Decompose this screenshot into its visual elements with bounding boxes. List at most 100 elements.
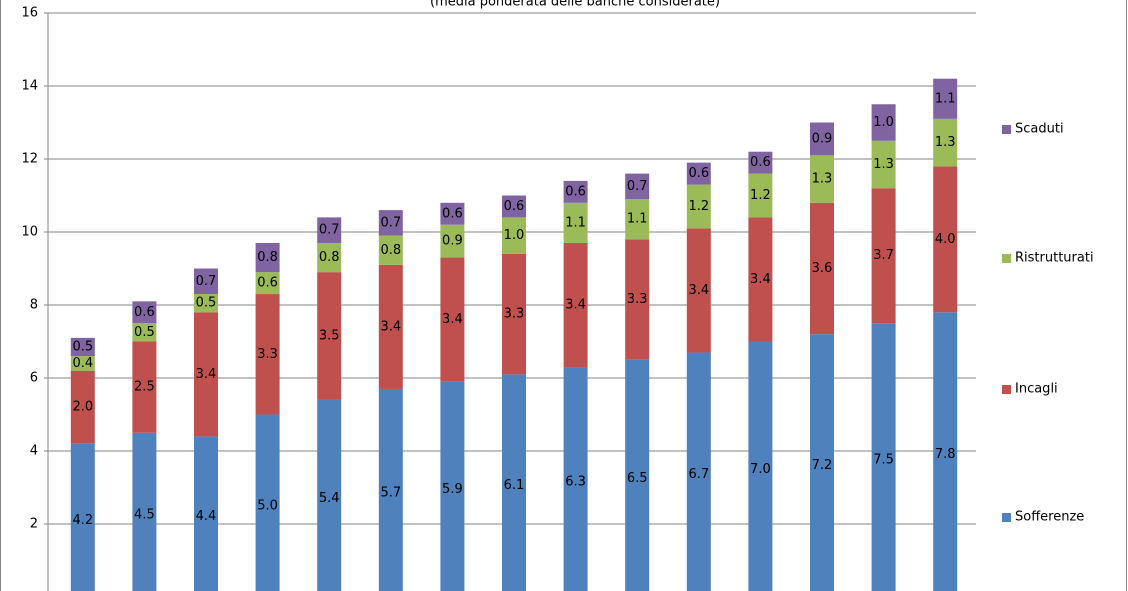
bar-segment	[871, 188, 896, 324]
value-label: 1.0	[873, 115, 894, 130]
value-label: 7.0	[750, 462, 771, 477]
bar-segment	[625, 173, 650, 200]
legend-label: Scaduti	[1015, 122, 1064, 137]
value-label: 0.6	[750, 155, 771, 170]
bar-segment	[933, 78, 958, 119]
value-label: 1.3	[812, 172, 833, 187]
y-tick-label: 10	[21, 225, 38, 240]
value-label: 1.3	[935, 135, 956, 150]
value-label: 7.8	[935, 447, 956, 462]
bar-segment	[686, 162, 711, 185]
value-label: 0.8	[257, 250, 278, 265]
bar-segment	[378, 210, 403, 236]
value-label: 4.5	[134, 507, 155, 522]
value-label: 0.7	[627, 179, 648, 194]
bar-segment	[132, 341, 157, 433]
bar-segment	[70, 370, 95, 444]
value-label: 5.4	[319, 491, 340, 506]
bar-segment	[317, 272, 342, 400]
value-label: 4.0	[935, 232, 956, 247]
value-label: 1.2	[688, 199, 709, 214]
legend-label: Incagli	[1015, 382, 1058, 397]
bar-segment	[440, 381, 465, 591]
value-label: 0.4	[72, 356, 93, 371]
value-label: 6.1	[504, 478, 525, 493]
bar-segment	[255, 272, 280, 295]
bar-segment	[194, 436, 218, 591]
value-label: 5.9	[442, 482, 463, 497]
legend-label: Ristrutturati	[1015, 251, 1094, 266]
bar-segment	[378, 235, 403, 265]
bar-segment	[502, 253, 526, 375]
value-label: 3.4	[688, 283, 709, 298]
value-label: 2.0	[72, 400, 93, 415]
chart-subtitle: (media ponderata delle banche considerat…	[430, 0, 720, 10]
bar-segment	[563, 367, 588, 591]
value-label: 0.8	[319, 250, 340, 265]
value-label: 0.7	[380, 215, 401, 230]
bar-segment	[255, 294, 280, 415]
bar-segment	[440, 257, 465, 382]
value-label: 5.7	[380, 485, 401, 500]
bar-segment	[748, 173, 773, 218]
value-label: 1.2	[750, 188, 771, 203]
value-label: 3.3	[257, 347, 278, 362]
bar-segment	[625, 239, 650, 360]
bar-segment	[625, 199, 650, 240]
bar-segment	[748, 341, 773, 591]
bar-segment	[871, 140, 896, 189]
value-label: 0.8	[380, 243, 401, 258]
value-label: 3.4	[380, 319, 401, 334]
value-label: 0.9	[812, 131, 833, 146]
bar-segment	[70, 337, 95, 357]
bar-segment	[502, 374, 526, 591]
bar-segment	[563, 180, 588, 203]
legend-swatch	[1002, 254, 1011, 263]
value-label: 3.5	[319, 329, 340, 344]
legend-swatch	[1002, 513, 1011, 522]
y-tick-label: 4	[30, 444, 38, 459]
value-label: 4.4	[196, 509, 217, 524]
bar-segment	[810, 334, 834, 591]
bar-segment	[871, 104, 896, 141]
value-label: 0.6	[688, 166, 709, 181]
value-label: 0.5	[134, 325, 155, 340]
value-label: 4.2	[72, 513, 93, 528]
bar-segment	[317, 242, 342, 273]
bar-segment	[686, 228, 711, 353]
value-label: 0.6	[134, 305, 155, 320]
bar-segment	[194, 312, 218, 437]
bar-segment	[132, 323, 157, 342]
value-label: 1.0	[504, 228, 525, 243]
value-label: 0.6	[442, 206, 463, 221]
value-label: 0.7	[196, 274, 217, 289]
value-label: 0.6	[504, 199, 525, 214]
value-label: 3.6	[812, 261, 833, 276]
bar-segment	[625, 359, 650, 591]
value-label: 3.4	[442, 312, 463, 327]
bar-segment	[255, 242, 280, 273]
bar-segment	[378, 388, 403, 591]
value-label: 7.5	[873, 453, 894, 468]
bar-segment	[810, 202, 834, 335]
value-label: 1.3	[873, 157, 894, 172]
y-tick-label: 16	[21, 6, 38, 21]
bar-segment	[70, 356, 95, 371]
bar-segment	[317, 217, 342, 243]
value-label: 3.4	[750, 272, 771, 287]
legend-swatch	[1002, 385, 1011, 394]
value-label: 1.1	[565, 215, 586, 230]
value-label: 0.9	[442, 234, 463, 249]
value-label: 0.6	[257, 276, 278, 291]
legend-label: Sofferenze	[1015, 510, 1084, 525]
bar-segment	[748, 217, 773, 342]
bar-segment	[440, 224, 465, 258]
bar-segment	[255, 414, 280, 591]
bar-segment	[440, 202, 465, 225]
bar-segment	[871, 323, 896, 591]
legend-swatch	[1002, 125, 1011, 134]
y-tick-label: 8	[30, 298, 38, 313]
